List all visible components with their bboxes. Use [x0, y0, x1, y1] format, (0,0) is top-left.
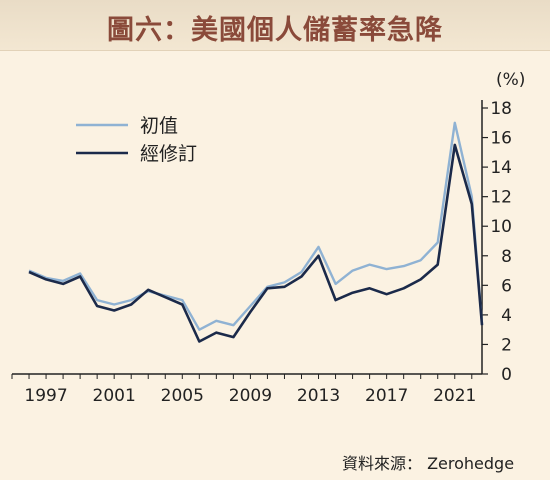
x-tick-label: 2001 — [93, 386, 136, 406]
line-chart: 0 2 4 6 8 10 12 14 16 18 1997 2001 2005 2009 2013 2017 2… — [11, 99, 512, 406]
y-tick-label: 0 — [501, 365, 512, 385]
y-tick-label: 6 — [501, 276, 512, 296]
y-tick-label: 16 — [490, 129, 512, 149]
y-tick-label: 18 — [490, 99, 512, 119]
x-tick-label: 2013 — [297, 386, 340, 406]
title-bar: 圖六：美國個人儲蓄率急降 — [0, 0, 550, 51]
x-tick-label: 2017 — [365, 386, 408, 406]
source-note: 資料來源： Zerohedge — [342, 454, 515, 473]
y-tick-label: 14 — [490, 158, 512, 178]
y-axis-unit: (%) — [496, 70, 526, 90]
x-tick-label: 2009 — [229, 386, 272, 406]
y-tick-label: 4 — [501, 306, 512, 326]
x-tick-label: 1997 — [24, 386, 67, 406]
y-tick-label: 12 — [490, 188, 512, 208]
series-lines — [28, 121, 484, 343]
y-tick-label: 8 — [501, 247, 512, 267]
x-tick-label: 2021 — [433, 386, 476, 406]
x-tick-label: 2005 — [161, 386, 204, 406]
series-line-2 — [28, 143, 484, 343]
legend-label: 經修訂 — [140, 143, 197, 165]
axes: 0 2 4 6 8 10 12 14 16 18 1997 2001 2005 2009 2013 2017 2… — [11, 99, 512, 406]
legend-label: 初值 — [140, 115, 178, 137]
y-tick-label: 10 — [490, 217, 512, 237]
series-line-1 — [28, 121, 484, 331]
y-tick-label: 2 — [501, 335, 512, 355]
chart-title: 圖六：美國個人儲蓄率急降 — [107, 15, 443, 46]
